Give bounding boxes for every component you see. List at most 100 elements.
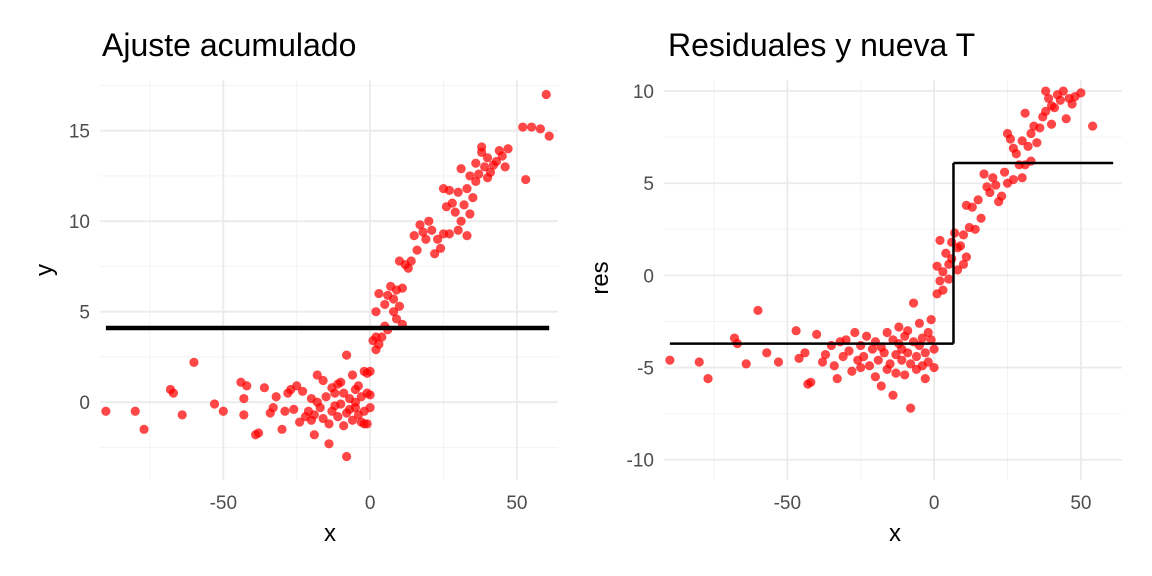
data-point — [694, 357, 704, 367]
data-point — [1026, 156, 1036, 166]
x-tick-label: -50 — [210, 493, 237, 514]
data-point — [859, 351, 869, 362]
data-point — [397, 283, 407, 293]
data-point — [826, 340, 836, 351]
data-point — [365, 366, 375, 377]
x-axis-label: x — [889, 520, 901, 547]
x-tick-label: 0 — [929, 493, 940, 514]
data-point — [485, 167, 496, 177]
data-point — [177, 410, 187, 420]
data-point — [218, 406, 228, 416]
data-point — [526, 122, 537, 132]
data-point — [938, 285, 948, 295]
data-point — [295, 417, 305, 427]
data-point — [991, 180, 1001, 190]
data-point — [465, 171, 475, 181]
data-point — [906, 403, 916, 413]
data-point — [882, 327, 892, 338]
data-point — [435, 243, 446, 253]
data-point — [415, 220, 425, 230]
data-point — [997, 191, 1007, 201]
data-point — [239, 393, 249, 404]
data-points — [665, 86, 1098, 413]
data-point — [867, 344, 878, 354]
y-tick-labels: 0 5 10 15 — [69, 122, 90, 414]
data-point — [374, 288, 384, 299]
data-point — [342, 350, 352, 360]
data-point — [932, 261, 942, 271]
data-point — [1032, 138, 1042, 148]
data-point — [168, 388, 178, 398]
data-point — [309, 410, 319, 420]
y-tick-label: 10 — [69, 212, 90, 233]
data-point — [292, 381, 302, 391]
data-point — [914, 318, 925, 328]
data-point — [465, 209, 475, 219]
data-point — [268, 403, 278, 413]
data-point — [838, 351, 848, 362]
data-point — [1076, 88, 1086, 98]
data-point — [1017, 173, 1027, 183]
y-tick-label: 0 — [79, 393, 90, 414]
data-point — [318, 375, 328, 386]
data-point — [1020, 108, 1030, 118]
data-point — [1011, 149, 1021, 159]
data-point — [403, 263, 413, 273]
data-point — [253, 428, 264, 438]
y-tick-label: 10 — [633, 82, 654, 103]
data-point — [908, 298, 919, 308]
data-point — [762, 348, 772, 358]
data-point — [347, 370, 358, 380]
data-point — [518, 122, 528, 132]
y-tick-label: 0 — [643, 266, 654, 287]
data-point — [324, 439, 334, 449]
data-point — [888, 390, 898, 400]
y-tick-label: 5 — [643, 174, 654, 195]
data-point — [879, 348, 889, 358]
data-point — [453, 225, 463, 235]
data-point — [999, 167, 1010, 177]
data-point — [1041, 86, 1051, 96]
data-point — [535, 124, 545, 134]
data-point — [897, 355, 907, 365]
data-point — [1008, 174, 1018, 185]
major-gridlines — [664, 80, 1122, 480]
data-points — [101, 89, 554, 462]
data-point — [944, 274, 954, 284]
data-point — [1026, 128, 1036, 139]
data-point — [894, 322, 904, 332]
data-point — [482, 153, 493, 163]
data-point — [101, 406, 111, 416]
data-point — [920, 348, 930, 358]
data-point — [277, 424, 287, 434]
data-point — [474, 169, 484, 179]
data-point — [1046, 119, 1057, 129]
data-point — [952, 265, 963, 275]
data-point — [468, 193, 478, 203]
data-point — [791, 326, 801, 336]
data-point — [911, 351, 922, 362]
data-point — [380, 299, 390, 310]
data-point — [209, 399, 220, 409]
data-point — [312, 370, 322, 380]
data-point — [903, 326, 913, 336]
data-point — [350, 403, 361, 413]
data-point — [900, 370, 910, 380]
data-point — [1055, 95, 1065, 105]
minor-gridlines — [664, 80, 1122, 480]
data-point — [703, 374, 713, 384]
data-point — [929, 344, 939, 354]
data-point — [1088, 121, 1098, 131]
data-point — [497, 151, 507, 161]
data-point — [938, 267, 948, 277]
data-point — [447, 198, 457, 208]
data-point — [321, 392, 331, 402]
chart-title: Ajuste acumulado — [102, 27, 356, 63]
data-point — [885, 359, 895, 369]
data-point — [280, 406, 290, 416]
data-point — [1067, 99, 1077, 109]
data-point — [973, 195, 983, 205]
data-point — [817, 357, 828, 367]
data-point — [388, 294, 399, 304]
data-point — [541, 89, 551, 100]
